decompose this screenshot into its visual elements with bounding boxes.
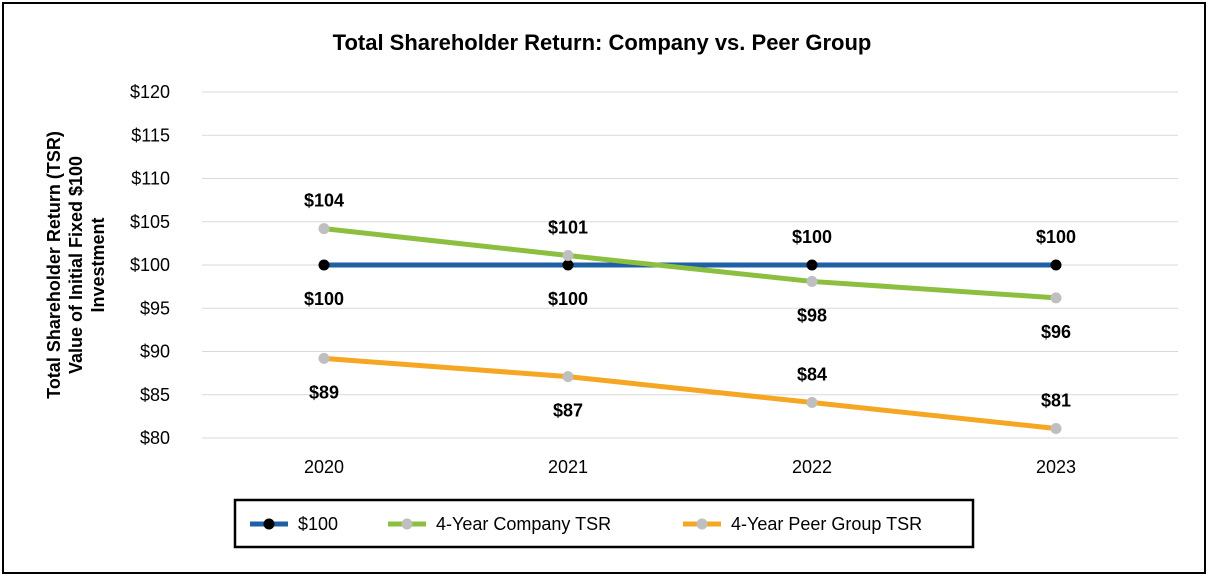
gridlines: [202, 91, 1178, 439]
data-label: $84: [797, 365, 827, 385]
data-label: $98: [797, 305, 827, 325]
legend-label: 4-Year Company TSR: [436, 514, 611, 534]
y-tick-label: $95: [140, 298, 170, 318]
legend-swatch-marker: [696, 518, 708, 530]
data-point-marker: [562, 259, 574, 271]
y-tick-label: $100: [130, 255, 170, 275]
data-point-marker: [1050, 259, 1062, 271]
data-label: $81: [1041, 390, 1071, 410]
data-label: $100: [1036, 227, 1076, 247]
x-tick-label: 2020: [304, 457, 344, 477]
data-point-marker: [806, 259, 818, 271]
y-tick-label: $110: [131, 169, 170, 189]
y-tick-label: $85: [140, 385, 170, 405]
data-label: $104: [304, 191, 344, 211]
data-point-marker: [1050, 422, 1062, 434]
data-point-marker: [806, 275, 818, 287]
data-point-marker: [318, 352, 330, 364]
y-axis-title-line-1: Total Shareholder Return (TSR): [44, 131, 64, 399]
x-tick-label: 2023: [1036, 457, 1076, 477]
data-label: $87: [553, 401, 583, 421]
legend-swatch-marker: [401, 518, 413, 530]
series-markers: [318, 223, 1062, 434]
chart-title: Total Shareholder Return: Company vs. Pe…: [333, 30, 872, 55]
y-tick-label: $90: [140, 342, 170, 362]
data-label: $89: [309, 382, 339, 402]
y-tick-label: $105: [130, 212, 170, 232]
data-point-marker: [318, 223, 330, 235]
x-tick-label: 2021: [548, 457, 588, 477]
data-label: $101: [548, 217, 588, 237]
data-point-marker: [562, 371, 574, 383]
y-tick-label: $80: [140, 428, 170, 448]
y-tick-label: $115: [131, 125, 170, 145]
y-axis-title-line-3: Investment: [88, 217, 108, 312]
y-tick-label: $120: [130, 82, 170, 102]
series-line-2: [323, 355, 1057, 431]
legend-box: [233, 498, 975, 549]
x-tick-label: 2022: [792, 457, 832, 477]
data-label: $96: [1041, 322, 1071, 342]
data-point-marker: [318, 259, 330, 271]
y-tick-labels: $80 $85 $90 $95 $100 $105 $110 $115 $120: [130, 82, 170, 448]
data-labels: $100 $100 $100 $100 $104 $101 $98 $96 $89 $87 $84 $…: [304, 191, 1076, 421]
data-point-marker: [562, 249, 574, 261]
x-tick-labels: 2020 2021 2022 2023: [304, 457, 1076, 477]
series-line-1: [323, 226, 1057, 301]
legend-label: 4-Year Peer Group TSR: [731, 514, 922, 534]
series-lines: [323, 226, 1057, 431]
data-label: $100: [548, 289, 588, 309]
y-axis-title: Total Shareholder Return (TSR) Value of …: [44, 131, 108, 399]
legend-label: $100: [298, 514, 338, 534]
data-label: $100: [304, 289, 344, 309]
legend: $100 4-Year Company TSR 4-Year Peer Group …: [233, 498, 975, 549]
y-axis-title-line-2: Value of Initial Fixed $100: [66, 156, 86, 374]
data-point-marker: [1050, 292, 1062, 304]
data-point-marker: [806, 397, 818, 409]
legend-swatch-marker: [263, 518, 275, 530]
data-label: $100: [792, 227, 832, 247]
